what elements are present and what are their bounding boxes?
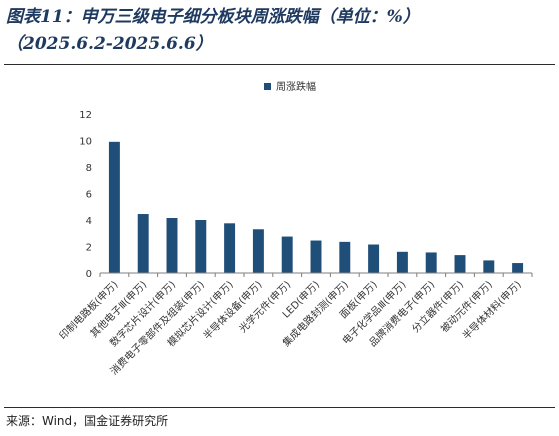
- bar: [425, 252, 437, 273]
- bar: [281, 236, 293, 273]
- y-tick-label: 4: [86, 216, 92, 227]
- y-tick-label: 0: [86, 269, 92, 280]
- figure-title: 图表11：申万三级电子细分板块周涨跌幅（单位：%） （2025.6.2-2025…: [6, 4, 554, 58]
- bar: [224, 223, 236, 273]
- y-tick-label: 2: [86, 243, 92, 254]
- legend-label: 周涨跌幅: [276, 80, 316, 93]
- y-tick-label: 12: [79, 110, 92, 121]
- bar-chart: 周涨跌幅 0 2 4 6 8 10 12 印制电路板(申万)其他电子Ⅲ(申万)数字芯片设计(…: [56, 80, 533, 377]
- bar: [512, 263, 524, 273]
- legend: 周涨跌幅: [264, 80, 316, 93]
- bar: [310, 240, 322, 273]
- bar: [339, 241, 351, 273]
- figure-title-line1: 图表11：申万三级电子细分板块周涨跌幅（单位：%）: [6, 7, 420, 27]
- bar: [483, 260, 495, 273]
- bottom-rule: [4, 407, 555, 408]
- y-tick-label: 10: [79, 137, 92, 148]
- bars: [108, 141, 524, 273]
- figure-title-line2: （2025.6.2-2025.6.6）: [6, 34, 213, 54]
- bar: [396, 251, 408, 273]
- x-axis: 印制电路板(申万)其他电子Ⅲ(申万)数字芯片设计(申万)消费电子零部件及组装(申…: [56, 272, 533, 377]
- bar: [108, 141, 120, 273]
- bar: [195, 220, 207, 273]
- bar: [166, 218, 178, 273]
- source-note: 来源：Wind，国金证券研究所: [6, 414, 169, 428]
- bar: [368, 244, 380, 273]
- y-tick-label: 6: [86, 190, 92, 201]
- y-axis: 0 2 4 6 8 10 12: [79, 110, 92, 280]
- top-rule: [4, 64, 555, 65]
- bar: [252, 229, 264, 273]
- bar: [137, 214, 149, 273]
- legend-swatch: [264, 83, 271, 90]
- bar: [454, 255, 466, 273]
- y-tick-label: 8: [86, 163, 92, 174]
